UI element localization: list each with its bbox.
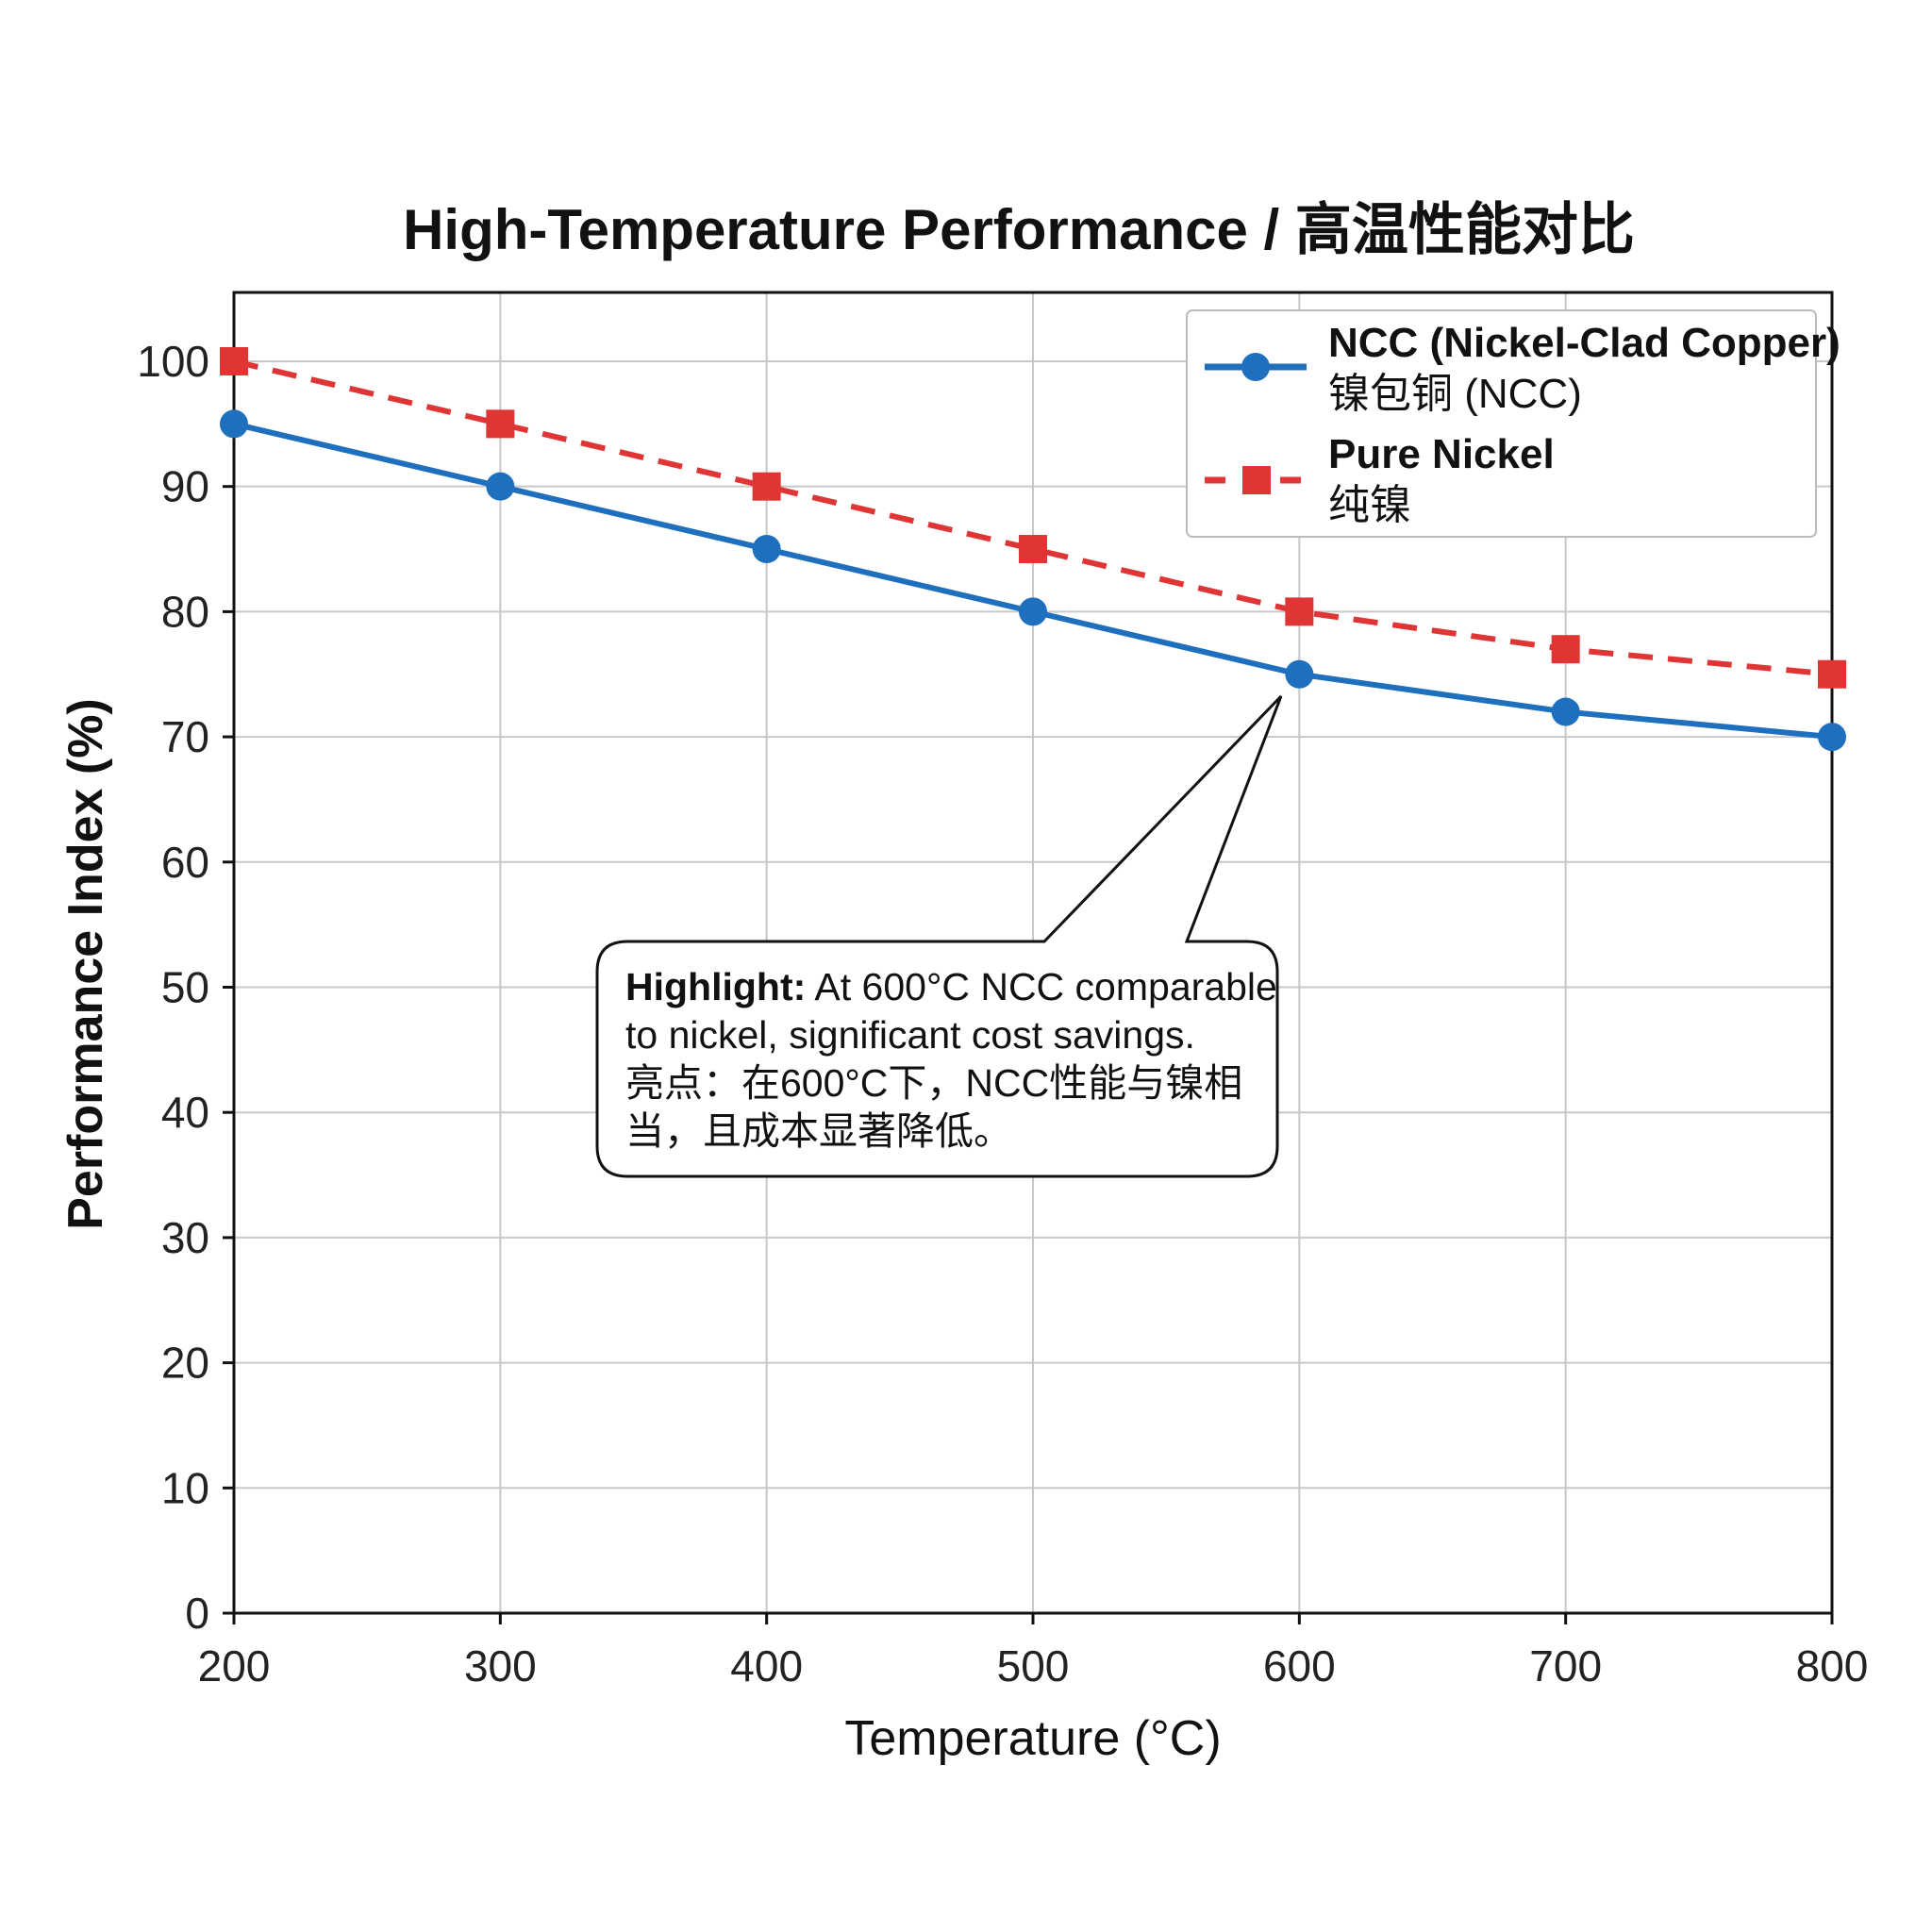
data-point-ncc (1551, 697, 1580, 726)
series-group (220, 346, 1846, 752)
legend-box (1186, 309, 1817, 538)
y-tick-label: 20 (161, 1339, 209, 1388)
legend-label-ncc: NCC (Nickel-Clad Copper) (1328, 320, 1840, 366)
data-point-pure-nickel (1285, 597, 1314, 626)
data-point-ncc (486, 472, 515, 501)
annotation-callout: Highlight: At 600°C NCC comparable to ni… (595, 694, 1283, 1178)
data-point-pure-nickel (1551, 635, 1580, 664)
data-point-ncc (1818, 723, 1846, 752)
y-tick-label: 60 (161, 838, 209, 887)
y-tick-label: 90 (161, 462, 209, 511)
annotation-line-3: 亮点：在600°C下，NCC性能与镍相 (625, 1061, 1242, 1105)
x-tick-label: 800 (1796, 1641, 1869, 1690)
y-tick-label: 100 (137, 337, 209, 386)
legend-label-nickel-cn: 纯镍 (1328, 482, 1411, 528)
y-tick-label: 50 (161, 962, 209, 1011)
annotation-bold: Highlight: (625, 965, 806, 1008)
y-tick-label: 10 (161, 1463, 209, 1512)
ticks: 200 300 400 500 600 700 800 0 10 20 30 40 50 60 70 80 90… (137, 337, 1868, 1690)
x-tick-label: 500 (997, 1641, 1070, 1690)
y-tick-label: 30 (161, 1213, 209, 1262)
legend-label-nickel: Pure Nickel (1328, 431, 1555, 477)
y-tick-label: 80 (161, 587, 209, 636)
data-point-ncc (752, 535, 781, 564)
annotation-line-1: Highlight: At 600°C NCC comparable (625, 965, 1277, 1008)
legend-marker-nickel (1242, 466, 1271, 494)
annotation-line-2: to nickel, significant cost savings. (625, 1013, 1195, 1057)
legend-label-ncc-cn: 镍包铜 (NCC) (1328, 371, 1582, 417)
callout-bubble (595, 694, 1283, 1178)
legend-marker-ncc (1241, 353, 1270, 381)
y-tick-label: 0 (185, 1589, 209, 1638)
data-point-pure-nickel (1019, 535, 1047, 564)
annotation-text: At 600°C NCC comparable (806, 965, 1277, 1008)
y-tick-label: 70 (161, 712, 209, 761)
legend: NCC (Nickel-Clad Copper) 镍包铜 (NCC) Pure … (1186, 309, 1840, 538)
x-tick-label: 300 (464, 1641, 537, 1690)
data-point-pure-nickel (486, 409, 515, 439)
data-point-pure-nickel (1818, 659, 1846, 689)
x-tick-label: 700 (1529, 1641, 1602, 1690)
y-axis-label: Performance Index (%) (58, 698, 113, 1230)
x-tick-label: 600 (1263, 1641, 1336, 1690)
x-tick-label: 200 (198, 1641, 271, 1690)
data-point-pure-nickel (752, 472, 781, 501)
y-tick-label: 40 (161, 1088, 209, 1137)
x-tick-label: 400 (730, 1641, 803, 1690)
data-point-ncc (220, 409, 248, 439)
chart-title: High-Temperature Performance / 高温性能对比 (403, 198, 1635, 261)
annotation-line-4: 当，且成本显著降低。 (625, 1109, 1012, 1153)
data-point-pure-nickel (220, 346, 248, 375)
x-axis-label: Temperature (°C) (844, 1711, 1221, 1766)
data-point-ncc (1285, 659, 1314, 689)
data-point-ncc (1019, 597, 1047, 626)
